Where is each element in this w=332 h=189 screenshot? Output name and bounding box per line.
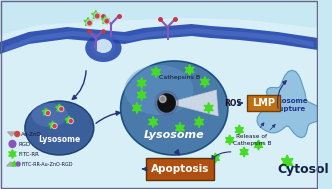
- Polygon shape: [84, 18, 92, 26]
- Circle shape: [59, 106, 64, 112]
- Ellipse shape: [25, 101, 94, 155]
- Circle shape: [53, 125, 56, 128]
- Circle shape: [52, 123, 57, 129]
- Text: Lysosome
Rupture: Lysosome Rupture: [270, 98, 308, 112]
- Ellipse shape: [32, 103, 68, 127]
- Polygon shape: [200, 77, 209, 88]
- Circle shape: [60, 108, 63, 111]
- Polygon shape: [240, 147, 248, 157]
- Polygon shape: [0, 18, 318, 189]
- Circle shape: [105, 19, 109, 23]
- Ellipse shape: [91, 37, 116, 57]
- Polygon shape: [226, 135, 234, 145]
- PathPatch shape: [0, 24, 318, 54]
- Polygon shape: [282, 155, 293, 169]
- Text: Cytosol: Cytosol: [278, 163, 329, 177]
- Polygon shape: [168, 90, 218, 116]
- Circle shape: [9, 140, 16, 147]
- Circle shape: [95, 14, 99, 18]
- Polygon shape: [56, 104, 63, 111]
- Polygon shape: [211, 153, 219, 163]
- FancyBboxPatch shape: [247, 95, 280, 111]
- Polygon shape: [7, 162, 14, 166]
- Polygon shape: [195, 116, 204, 128]
- Circle shape: [15, 132, 20, 136]
- Ellipse shape: [121, 61, 228, 155]
- Text: LMP: LMP: [252, 98, 275, 108]
- Circle shape: [158, 94, 175, 112]
- Ellipse shape: [95, 39, 112, 53]
- Ellipse shape: [85, 34, 122, 62]
- Circle shape: [87, 20, 92, 26]
- Polygon shape: [65, 116, 73, 123]
- Text: FITC-RR: FITC-RR: [18, 152, 39, 156]
- Text: Release of
Cathepsins B: Release of Cathepsins B: [232, 134, 271, 146]
- Polygon shape: [9, 149, 16, 159]
- Circle shape: [155, 91, 178, 115]
- Polygon shape: [257, 70, 323, 138]
- Polygon shape: [149, 116, 158, 128]
- FancyBboxPatch shape: [145, 158, 214, 180]
- Polygon shape: [12, 161, 17, 167]
- Polygon shape: [151, 67, 161, 77]
- Polygon shape: [49, 121, 56, 128]
- Polygon shape: [101, 15, 110, 24]
- Polygon shape: [42, 108, 49, 115]
- Circle shape: [68, 119, 73, 123]
- Text: RGD: RGD: [18, 142, 31, 146]
- Polygon shape: [92, 11, 100, 19]
- Text: Apoptosis: Apoptosis: [151, 164, 209, 174]
- Text: Cathepsins B: Cathepsins B: [159, 74, 201, 80]
- Circle shape: [46, 112, 49, 115]
- Ellipse shape: [124, 65, 193, 115]
- Text: Lysosome: Lysosome: [38, 136, 80, 145]
- Circle shape: [16, 162, 20, 166]
- Circle shape: [88, 21, 91, 25]
- PathPatch shape: [5, 28, 314, 52]
- Polygon shape: [204, 102, 213, 114]
- Polygon shape: [235, 125, 243, 135]
- Circle shape: [45, 111, 50, 115]
- Circle shape: [159, 95, 166, 102]
- Polygon shape: [137, 90, 146, 101]
- Polygon shape: [175, 122, 185, 133]
- Circle shape: [104, 18, 110, 24]
- Polygon shape: [8, 132, 15, 136]
- Text: Lysosome: Lysosome: [144, 130, 205, 140]
- Circle shape: [69, 119, 72, 122]
- Polygon shape: [185, 64, 194, 75]
- Text: ROS: ROS: [224, 98, 242, 108]
- Polygon shape: [132, 102, 141, 114]
- Circle shape: [94, 13, 100, 19]
- Polygon shape: [137, 77, 146, 88]
- Text: FITC-RR-Au-ZnO-RGD: FITC-RR-Au-ZnO-RGD: [21, 161, 73, 167]
- Text: Au-ZnO: Au-ZnO: [21, 132, 42, 136]
- Polygon shape: [254, 140, 263, 150]
